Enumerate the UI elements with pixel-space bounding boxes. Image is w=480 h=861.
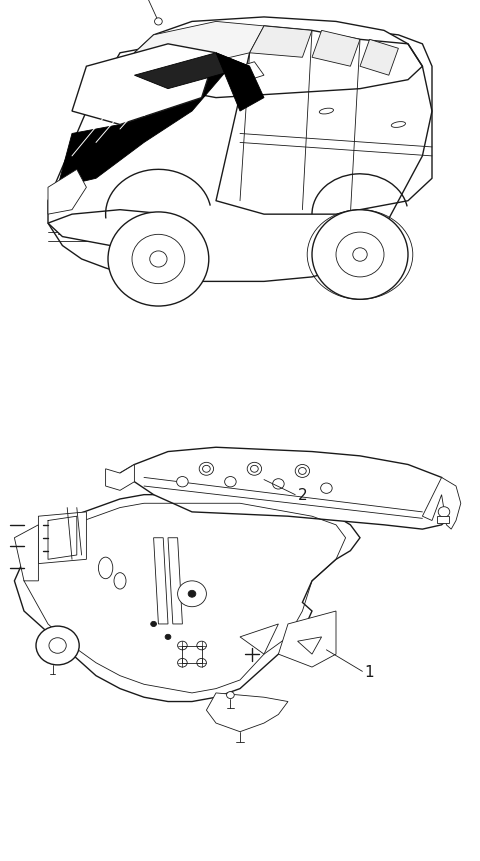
Polygon shape [106,465,134,491]
Circle shape [295,465,310,478]
Circle shape [353,249,367,262]
Polygon shape [250,27,312,59]
Circle shape [299,468,306,474]
Circle shape [321,483,332,494]
Circle shape [273,479,284,489]
Circle shape [225,477,236,487]
Ellipse shape [114,573,126,589]
Polygon shape [278,611,336,667]
Circle shape [188,591,196,598]
Polygon shape [14,525,38,581]
Polygon shape [134,53,250,90]
Polygon shape [14,495,360,702]
Circle shape [227,692,234,699]
Circle shape [336,232,384,277]
Ellipse shape [98,558,113,579]
Text: 1: 1 [365,664,374,679]
Polygon shape [168,538,182,624]
Circle shape [197,641,206,650]
Circle shape [49,638,66,653]
Circle shape [36,627,79,665]
Polygon shape [134,22,264,76]
Polygon shape [134,18,422,98]
Polygon shape [240,624,278,654]
Polygon shape [216,53,264,112]
Circle shape [178,659,187,667]
Polygon shape [72,45,216,126]
Circle shape [203,466,210,473]
Circle shape [177,477,188,487]
Circle shape [247,463,262,475]
Polygon shape [154,538,168,624]
Circle shape [165,635,171,640]
Polygon shape [422,478,461,530]
Circle shape [151,622,156,627]
Polygon shape [312,31,360,67]
Circle shape [150,251,167,268]
Polygon shape [38,512,86,564]
Circle shape [178,641,187,650]
Polygon shape [120,448,451,530]
Ellipse shape [391,122,406,128]
Polygon shape [206,693,288,732]
Polygon shape [58,53,230,188]
Circle shape [312,210,408,300]
Ellipse shape [319,109,334,115]
Circle shape [155,19,162,26]
Circle shape [199,463,214,475]
Circle shape [178,581,206,607]
Polygon shape [48,31,432,282]
Circle shape [108,213,209,307]
Circle shape [197,659,206,667]
Circle shape [251,466,258,473]
Circle shape [438,507,450,517]
Text: 2: 2 [298,487,307,503]
Polygon shape [240,63,264,81]
Polygon shape [48,170,86,215]
Polygon shape [298,637,322,654]
Polygon shape [48,210,182,246]
Circle shape [132,235,185,284]
Polygon shape [360,40,398,76]
FancyBboxPatch shape [437,517,449,523]
